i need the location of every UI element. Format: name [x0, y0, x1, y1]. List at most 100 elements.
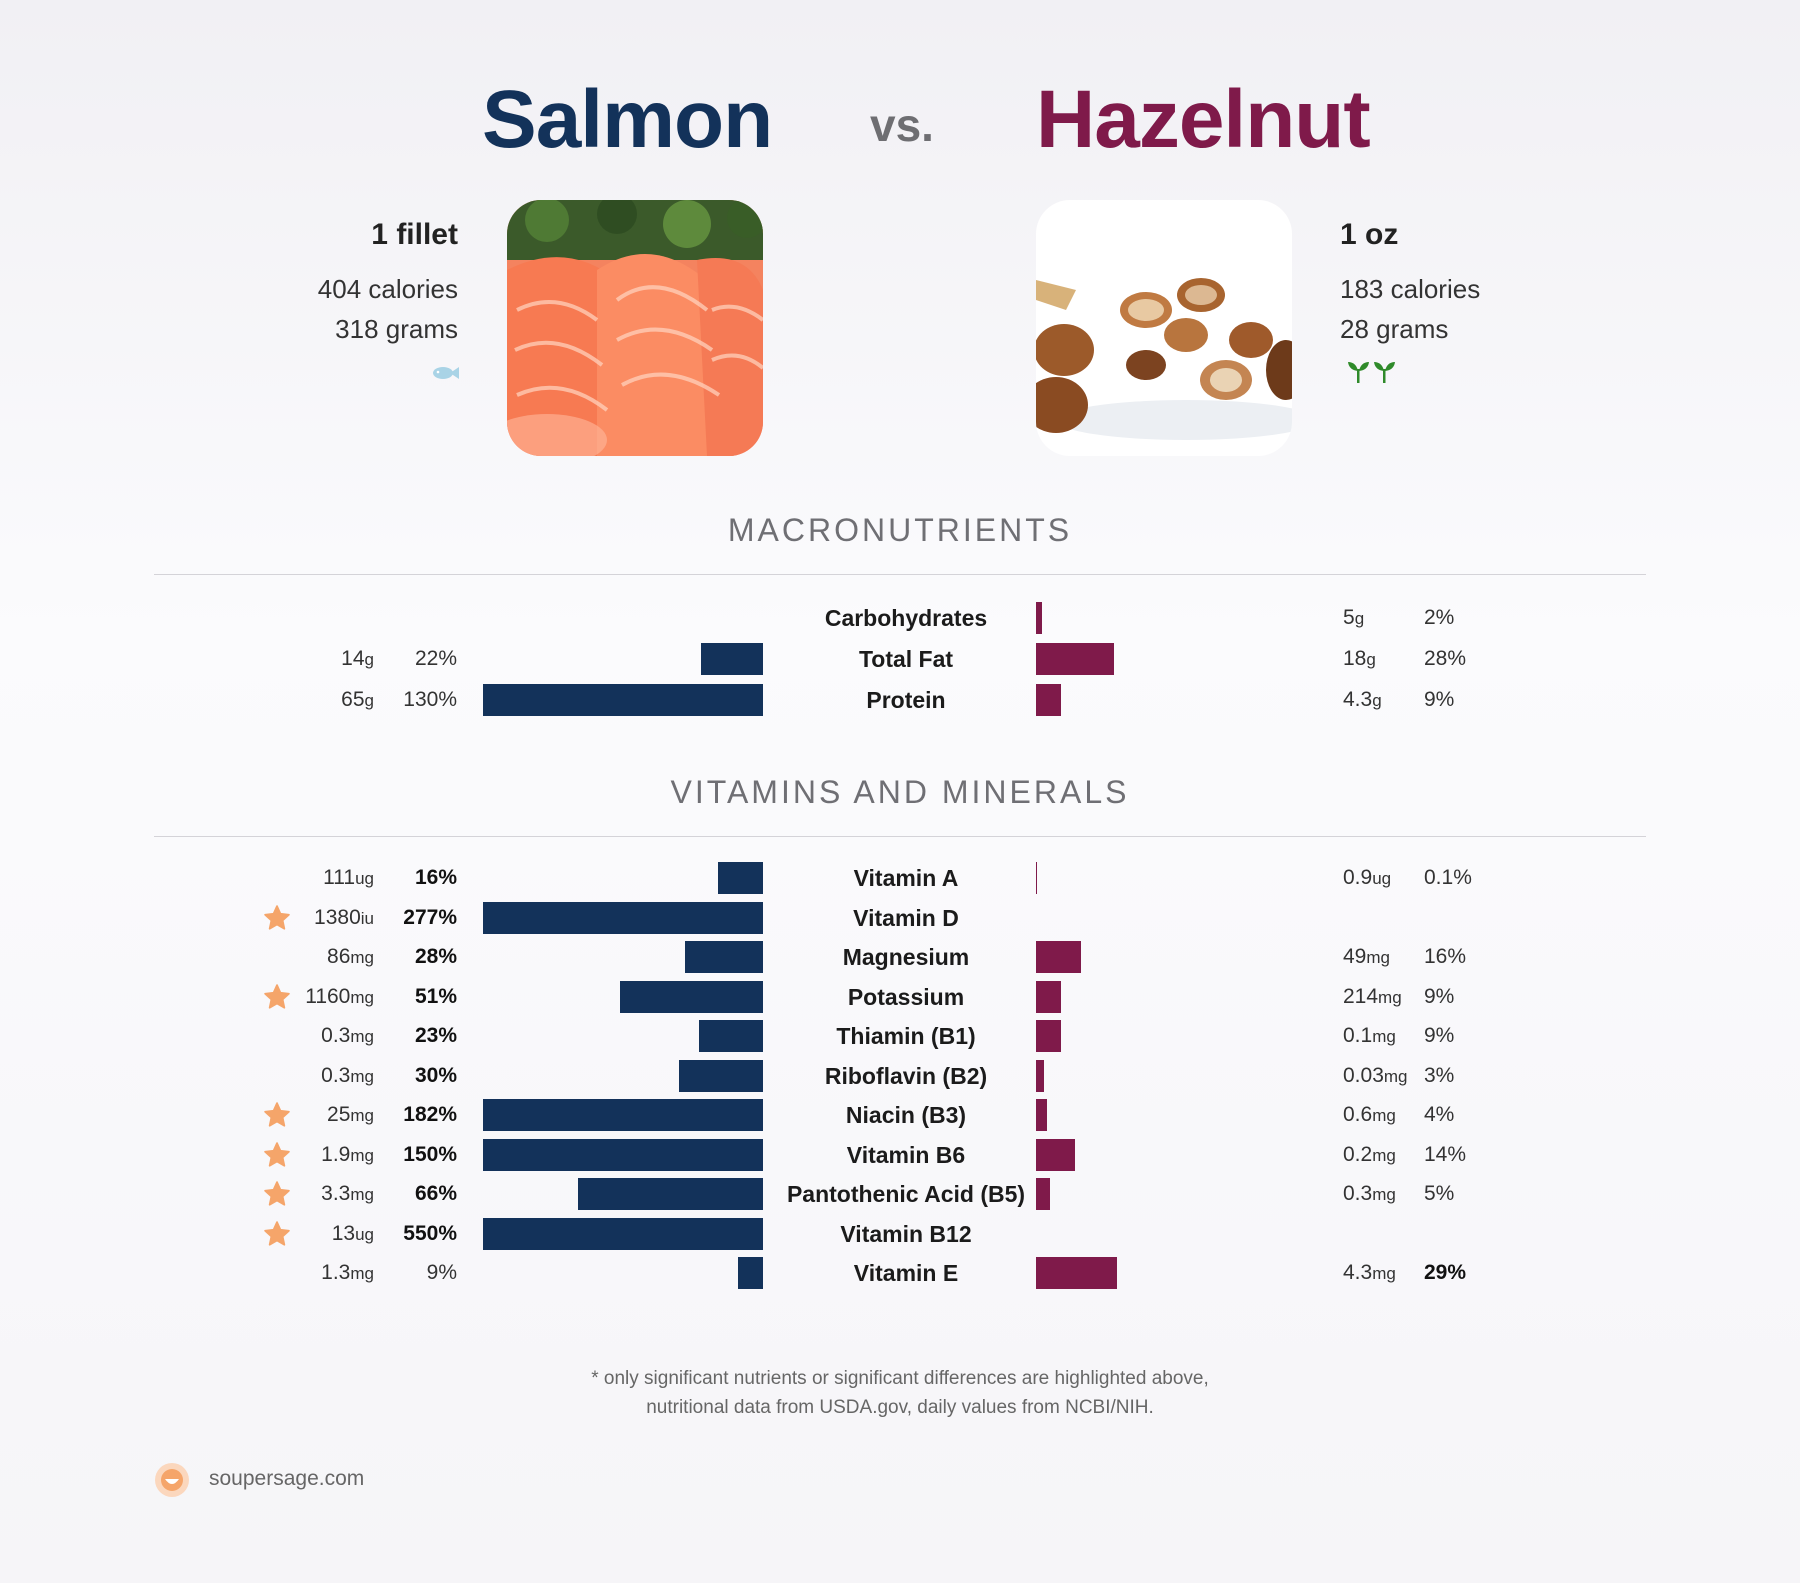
amount-value: 1.9 [321, 1142, 351, 1166]
salmon-percent: 130% [403, 688, 457, 711]
amount-value: 4.3 [1343, 1261, 1373, 1284]
salmon-amount: 0.3mg [321, 1064, 374, 1088]
salmon-percent: 66% [414, 1182, 457, 1205]
hazelnut-percent: 9% [1424, 984, 1455, 1008]
nutrient-label: Vitamin B6 [846, 1141, 966, 1168]
amount-unit: mg [350, 1264, 374, 1283]
amount-unit: mg [1372, 1145, 1396, 1165]
amount-unit: g [364, 650, 374, 669]
nutrient-label: Potassium [847, 983, 965, 1010]
amount-value: 4.3 [1343, 688, 1373, 711]
salmon-amount: 1.3mg [321, 1261, 374, 1285]
vs-label: vs. [870, 99, 934, 151]
star-icon [263, 1220, 291, 1253]
amount-unit: mg [350, 1145, 374, 1165]
salmon-amount: 86mg [327, 945, 374, 969]
nutrient-label: Vitamin A [853, 865, 959, 891]
amount-unit: g [1372, 691, 1382, 710]
amount-value: 14 [341, 647, 365, 670]
hazelnut-percent: 3% [1424, 1063, 1455, 1087]
hazelnut-amount: 4.3g [1343, 688, 1382, 712]
hazelnut-amount: 0.6mg [1343, 1103, 1396, 1127]
salmon-percent: 9% [426, 1261, 457, 1284]
hazelnut-bar [1036, 1257, 1118, 1289]
amount-unit: mg [350, 948, 374, 967]
hazelnut-bar [1036, 941, 1081, 973]
nutrient-label: Carbohydrates [824, 605, 988, 631]
nutrient-label: Niacin (B3) [845, 1102, 967, 1128]
nutrient-label: Protein [866, 687, 946, 713]
salmon-bar [483, 1099, 763, 1131]
amount-value: 3.3 [321, 1182, 351, 1205]
salmon-amount: 1160mg [305, 985, 374, 1009]
hazelnut-amount: 0.1mg [1343, 1024, 1396, 1048]
amount-value: 0.03 [1343, 1063, 1384, 1087]
amount-unit: ug [355, 869, 374, 888]
salmon-bar [483, 1138, 763, 1171]
amount-value: 65 [341, 688, 365, 711]
salmon-percent: 51% [414, 984, 457, 1008]
hazelnut-amount: 0.03mg [1343, 1064, 1408, 1088]
hazelnut-bar [1036, 1138, 1076, 1171]
hazelnut-bar [1036, 643, 1115, 675]
amount-unit: mg [1372, 1185, 1396, 1204]
amount-unit: mg [1383, 1066, 1408, 1086]
nutrient-label: Magnesium [842, 944, 970, 970]
hazelnut-amount: 49mg [1343, 945, 1390, 969]
amount-unit: mg [350, 1106, 374, 1125]
brand-link[interactable]: soupersage.com [209, 1467, 365, 1490]
sprout-icon [1347, 360, 1397, 389]
amount-value: 0.9 [1343, 866, 1373, 889]
salmon-amount: 1.9mg [321, 1143, 374, 1167]
nutrient-label: Vitamin E [853, 1260, 959, 1286]
amount-unit: mg [1366, 948, 1390, 967]
hazelnut-bar [1036, 684, 1062, 716]
nutrient-label: Total Fat [858, 646, 954, 672]
amount-value: 0.3 [321, 1024, 351, 1047]
salmon-percent: 22% [414, 647, 457, 670]
amount-unit: mg [350, 1027, 374, 1046]
amount-unit: mg [350, 987, 374, 1007]
salmon-percent: 277% [403, 905, 457, 929]
salmon-percent: 550% [403, 1221, 457, 1245]
salmon-amount: 0.3mg [321, 1024, 374, 1048]
fish-icon [432, 364, 460, 387]
hazelnut-serving: 1 oz [1340, 218, 1399, 251]
salmon-bar [620, 980, 763, 1013]
amount-value: 1.3 [321, 1261, 351, 1284]
salmon-bar [483, 1217, 763, 1250]
nutrient-label: Vitamin B12 [840, 1220, 972, 1247]
amount-value: 1380 [314, 905, 361, 929]
salmon-percent: 28% [414, 945, 457, 968]
salmon-percent: 182% [403, 1103, 457, 1126]
salmon-bar [737, 1257, 763, 1289]
macronutrients-title: MACRONUTRIENTS [727, 512, 1073, 548]
amount-unit: mg [1372, 1027, 1396, 1046]
hazelnut-amount: 0.2mg [1343, 1143, 1396, 1167]
hazelnut-percent: 4% [1424, 1103, 1455, 1126]
amount-value: 13 [331, 1221, 356, 1245]
hazelnut-bar [1036, 1178, 1050, 1210]
hazelnut-percent: 2% [1424, 606, 1455, 629]
hazelnut-bar [1036, 862, 1037, 894]
salmon-bar [684, 941, 763, 973]
hazelnut-calories: 183 calories [1340, 274, 1481, 304]
vitamins-title: VITAMINS AND MINERALS [670, 774, 1130, 810]
salmon-percent: 23% [414, 1024, 457, 1047]
amount-value: 49 [1343, 945, 1367, 968]
salmon-serving: 1 fillet [371, 218, 458, 251]
hazelnut-percent: 16% [1424, 945, 1467, 968]
salmon-amount: 25mg [327, 1103, 374, 1127]
salmon-percent: 150% [403, 1142, 457, 1166]
amount-unit: ug [355, 1224, 374, 1244]
amount-unit: mg [1372, 1264, 1396, 1283]
amount-unit: mg [1372, 1106, 1396, 1125]
vitamins-divider [154, 836, 1646, 837]
hazelnut-bar [1036, 1020, 1062, 1052]
amount-unit: iu [360, 908, 374, 928]
star-icon [263, 983, 291, 1016]
hazelnut-amount: 18g [1343, 647, 1376, 671]
amount-unit: mg [350, 1066, 374, 1086]
star-icon [263, 1180, 291, 1213]
salmon-bar [701, 643, 763, 675]
